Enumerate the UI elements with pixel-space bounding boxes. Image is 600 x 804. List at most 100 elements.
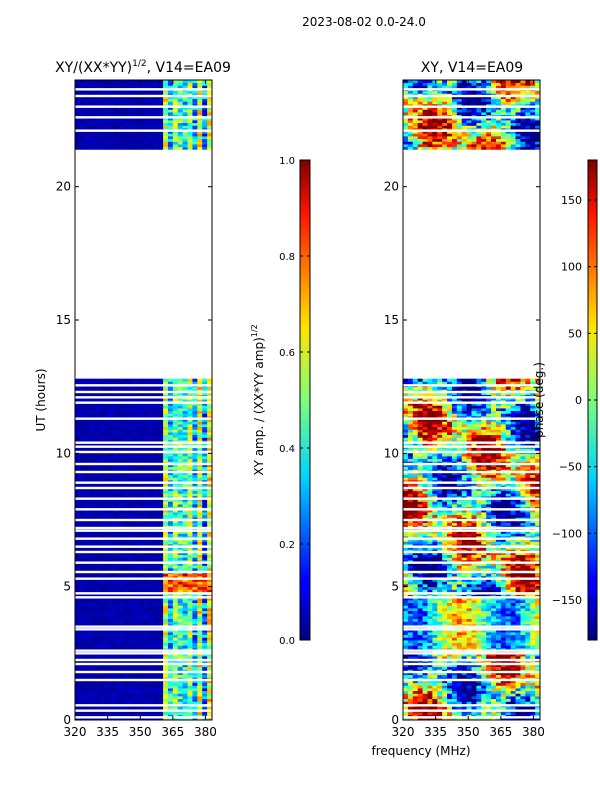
heatmap-cell [163, 587, 168, 590]
heatmap-cell [129, 424, 134, 427]
heatmap-cell [188, 501, 193, 504]
heatmap-cell [158, 379, 163, 382]
heatmap-cell [124, 707, 129, 710]
heatmap-cell [148, 611, 153, 614]
heatmap-cell [148, 453, 153, 456]
heatmap-cell [75, 504, 80, 507]
heatmap-cell [99, 683, 104, 686]
heatmap-cell [90, 557, 95, 560]
heatmap-cell [525, 712, 530, 715]
heatmap-cell [158, 413, 163, 416]
heatmap-cell [109, 637, 114, 640]
heatmap-cell [109, 581, 114, 584]
heatmap-cell [158, 621, 163, 624]
heatmap-cell [168, 573, 173, 576]
heatmap-cell [144, 141, 149, 144]
heatmap-cell [104, 381, 109, 384]
heatmap-cell [90, 675, 95, 678]
heatmap-cell [476, 696, 481, 699]
heatmap-cell [104, 573, 109, 576]
heatmap-cell [129, 603, 134, 606]
heatmap-cell [80, 435, 85, 438]
heatmap-cell [178, 685, 183, 688]
heatmap-cell [197, 573, 202, 576]
heatmap-cell [95, 523, 100, 526]
heatmap-cell [104, 467, 109, 470]
heatmap-cell [202, 701, 207, 704]
heatmap-cell [90, 379, 95, 382]
heatmap-cell [408, 683, 413, 686]
heatmap-cell [192, 405, 197, 408]
heatmap-cell [158, 141, 163, 144]
heatmap-cell [139, 413, 144, 416]
heatmap-cell [188, 645, 193, 648]
heatmap-cell [158, 565, 163, 568]
heatmap-cell [104, 421, 109, 424]
heatmap-cell [129, 432, 134, 435]
heatmap-cell [144, 435, 149, 438]
heatmap-cell [192, 696, 197, 699]
heatmap-cell [183, 123, 188, 126]
heatmap-cell [75, 501, 80, 504]
heatmap-cell [168, 411, 173, 414]
heatmap-cell [173, 667, 178, 670]
heatmap-cell [95, 85, 100, 88]
heatmap-cell [80, 459, 85, 462]
heatmap-cell [104, 491, 109, 494]
heatmap-cell [124, 448, 129, 451]
heatmap-cell [129, 411, 134, 414]
heatmap-cell [178, 635, 183, 638]
heatmap-cell [95, 605, 100, 608]
heatmap-cell [183, 605, 188, 608]
heatmap-cell [163, 491, 168, 494]
heatmap-cell [124, 453, 129, 456]
heatmap-cell [192, 667, 197, 670]
heatmap-cell [183, 144, 188, 147]
heatmap-cell [153, 413, 158, 416]
heatmap-cell [423, 691, 428, 694]
heatmap-cell [124, 139, 129, 142]
heatmap-cell [95, 568, 100, 571]
heatmap-cell [183, 139, 188, 142]
heatmap-cell [197, 101, 202, 104]
heatmap-cell [197, 693, 202, 696]
heatmap-cell [99, 408, 104, 411]
heatmap-cell [192, 112, 197, 115]
heatmap-cell [496, 696, 501, 699]
heatmap-cell [457, 675, 462, 678]
heatmap-cell [129, 491, 134, 494]
heatmap-cell [75, 411, 80, 414]
heatmap-cell [192, 411, 197, 414]
heatmap-cell [109, 456, 114, 459]
heatmap-cell [158, 589, 163, 592]
heatmap-cell [114, 587, 119, 590]
heatmap-cell [197, 701, 202, 704]
heatmap-cell [153, 99, 158, 102]
heatmap-cell [452, 699, 457, 702]
heatmap-cell [442, 683, 447, 686]
heatmap-cell [178, 381, 183, 384]
heatmap-cell [104, 387, 109, 390]
heatmap-cell [90, 568, 95, 571]
heatmap-cell [99, 589, 104, 592]
heatmap-cell [506, 696, 511, 699]
heatmap-cell [95, 477, 100, 480]
heatmap-cell [153, 424, 158, 427]
heatmap-cell [95, 621, 100, 624]
heatmap-cell [109, 605, 114, 608]
heatmap-cell [153, 147, 158, 150]
heatmap-cell [129, 125, 134, 128]
heatmap-cell [178, 467, 183, 470]
flagged-gap [75, 384, 212, 386]
heatmap-cell [85, 453, 90, 456]
heatmap-cell [462, 699, 467, 702]
heatmap-cell [80, 640, 85, 643]
heatmap-cell [85, 693, 90, 696]
heatmap-cell [442, 675, 447, 678]
heatmap-cell [134, 493, 139, 496]
heatmap-cell [119, 85, 124, 88]
flagged-gap [75, 577, 212, 579]
heatmap-cell [183, 568, 188, 571]
heatmap-cell [163, 632, 168, 635]
heatmap-cell [90, 413, 95, 416]
